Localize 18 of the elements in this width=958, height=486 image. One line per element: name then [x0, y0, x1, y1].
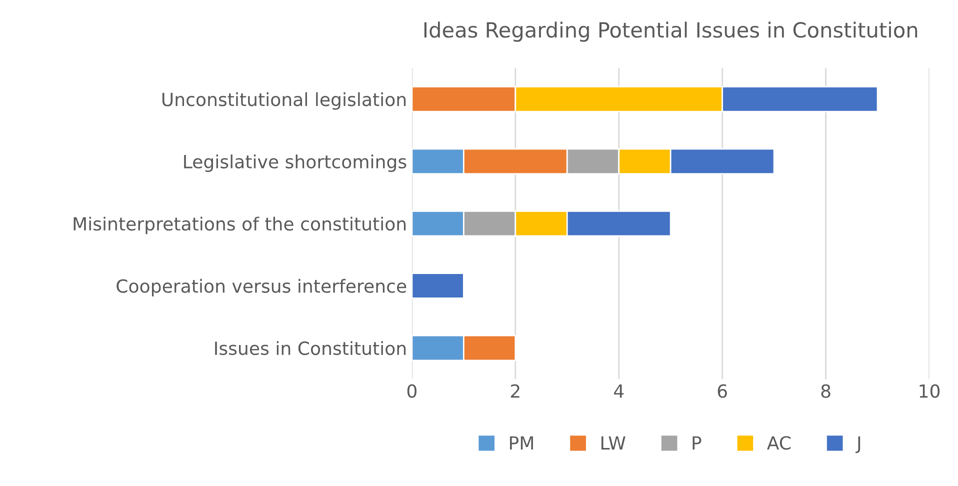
- legend-label: LW: [601, 436, 626, 450]
- bar: [412, 272, 464, 299]
- legend-label: J: [856, 436, 860, 454]
- y-tick-label: Issues in Constitution: [215, 341, 406, 356]
- x-tick-label: 6: [718, 384, 727, 398]
- x-tick-label: 4: [614, 384, 624, 398]
- y-tick-label: Legislative shortcomings: [184, 154, 406, 172]
- legend-label: P: [692, 436, 702, 450]
- x-tick-label: 8: [821, 384, 830, 398]
- x-tick-label: 2: [510, 384, 520, 398]
- y-tick-label: Misinterpretations of the constitution: [74, 216, 406, 234]
- y-tick-label: Cooperation versus interference: [116, 278, 406, 296]
- legend-label: PM: [510, 436, 533, 450]
- legend-label: AC: [767, 436, 791, 450]
- chart-title: Ideas Regarding Potential Issues in Constitution: [424, 22, 918, 42]
- x-tick-label: 10: [920, 384, 940, 398]
- y-tick-label: Unconstitutional legislation: [162, 92, 406, 110]
- x-tick-label: 0: [407, 384, 416, 398]
